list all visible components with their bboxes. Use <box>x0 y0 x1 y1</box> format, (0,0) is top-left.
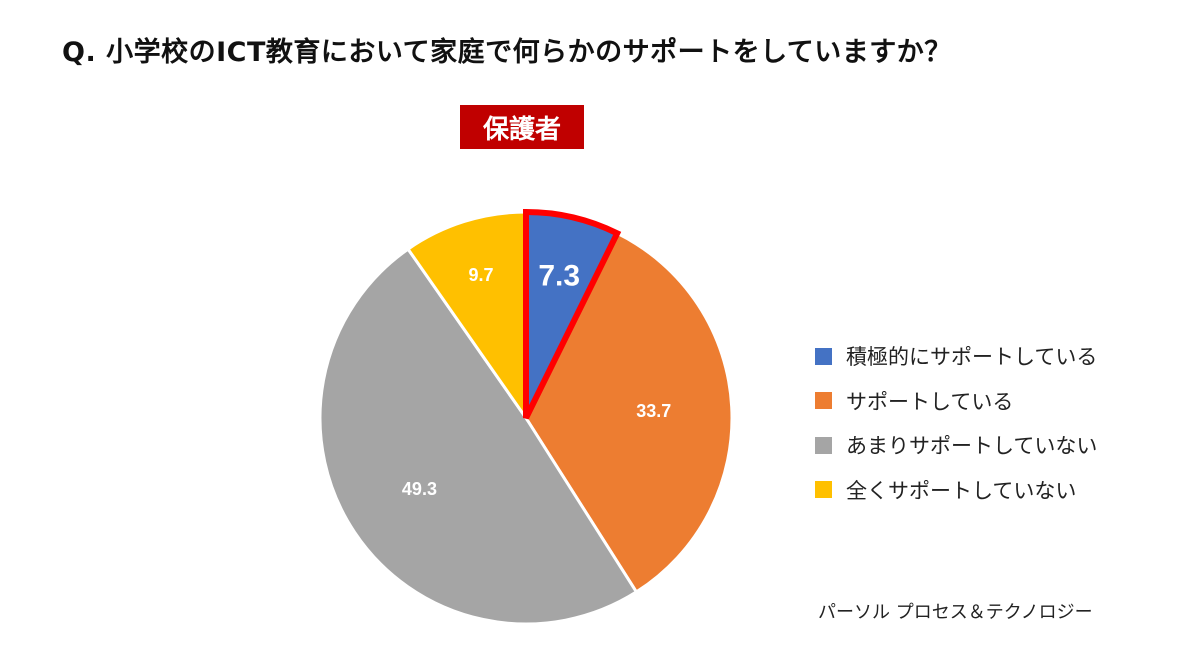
legend-label: あまりサポートしていない <box>846 434 1098 459</box>
label-little-support: 49.3 <box>402 479 437 499</box>
slice-support <box>524 231 734 595</box>
legend-swatch <box>815 347 832 365</box>
legend-swatch <box>815 481 832 499</box>
slice-little-support <box>318 246 639 626</box>
legend-item-no-support: 全くサポートしていない <box>815 468 1097 513</box>
slice-active-support <box>523 208 622 420</box>
legend-item-little-support: あまりサポートしていない <box>815 423 1097 468</box>
legend: 積極的にサポートしている サポートしている あまりサポートしていない 全くサポー… <box>815 334 1097 512</box>
legend-swatch <box>815 436 832 454</box>
legend-swatch <box>815 392 832 410</box>
label-active-support: 7.3 <box>538 259 580 292</box>
label-no-support: 9.7 <box>468 265 493 285</box>
chart-title: Q. 小学校のICT教育において家庭で何らかのサポートをしていますか？ <box>62 37 952 68</box>
legend-label: 全くサポートしていない <box>846 478 1077 503</box>
legend-label: サポートしている <box>846 389 1014 414</box>
respondent-group-badge: 保護者 <box>460 105 584 149</box>
slice-no-support <box>405 210 528 423</box>
legend-item-support: サポートしている <box>815 379 1097 424</box>
source-credit: パーソル プロセス＆テクノロジー <box>818 602 1093 623</box>
label-support: 33.7 <box>636 401 671 421</box>
legend-label: 積極的にサポートしている <box>846 345 1098 370</box>
legend-item-active-support: 積極的にサポートしている <box>815 334 1097 379</box>
